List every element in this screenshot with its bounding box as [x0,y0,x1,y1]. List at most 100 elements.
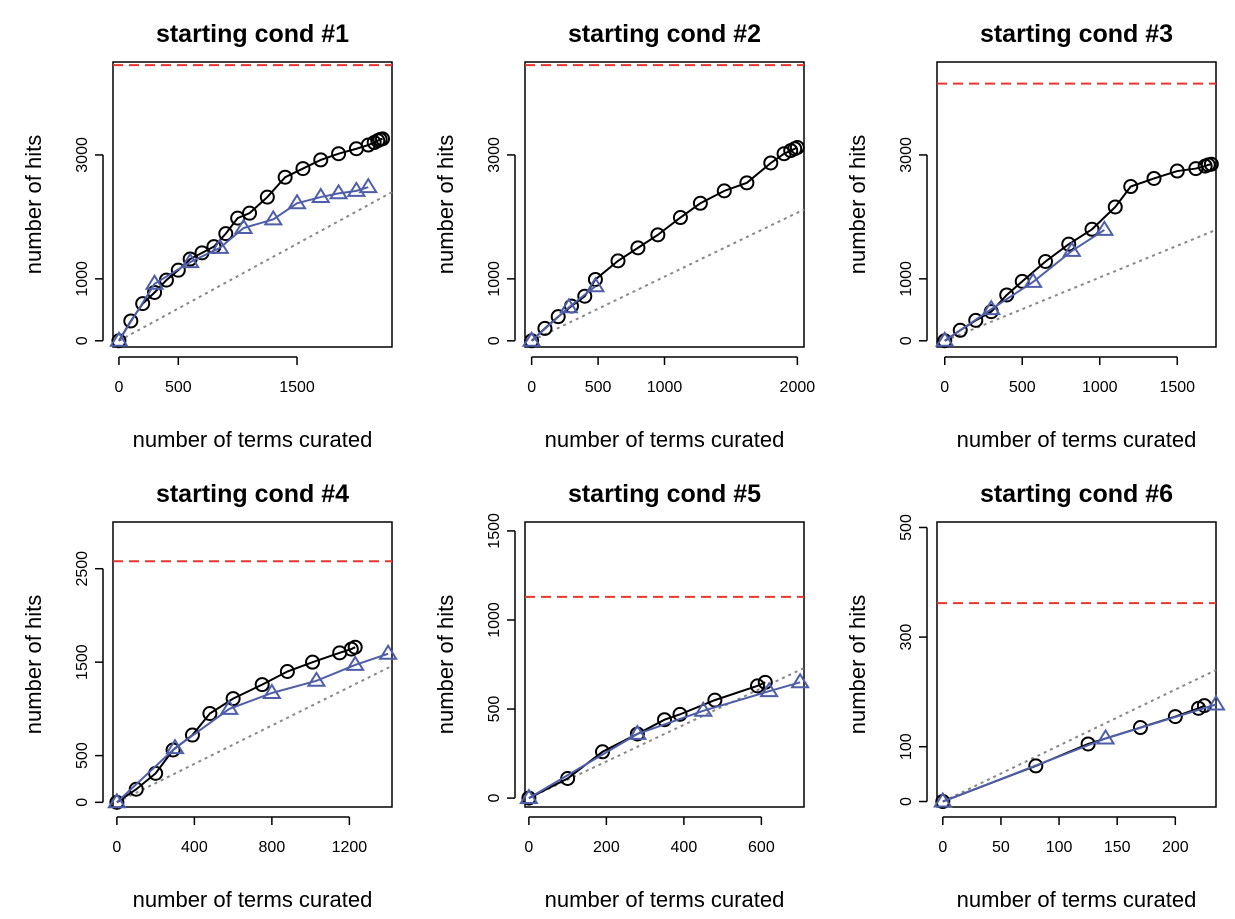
circle-marker-icon [763,155,779,171]
y-axis: 0 1000 3000 number of hits [433,135,516,345]
circle-marker-icon [550,309,566,325]
plot-frame [524,521,805,808]
circle-marker-icon [313,152,329,168]
series-triangle [521,276,606,347]
series-triangle [934,219,1115,347]
y-tick-label: 0 [486,336,503,345]
circle-marker-icon [537,320,553,336]
triangle-marker-icon [219,698,240,715]
baseline-line [118,191,393,342]
x-axis: 0 50 100 150 200 number of terms curated [938,816,1196,912]
triangle-marker-icon [233,218,254,235]
y-tick-label: 1000 [74,261,91,297]
circle-marker-icon [672,210,688,226]
triangle-marker-icon [180,252,200,269]
x-axis-label: number of terms curated [957,427,1197,452]
y-axis-label: number of hits [845,135,870,274]
triangle-marker-icon [693,700,714,717]
x-tick-label: 0 [112,839,121,856]
chart-title: starting cond #3 [980,20,1173,48]
x-axis: 0 500 1500 number of terms curated [114,356,372,452]
y-axis-label: number of hits [433,135,458,274]
circle-marker-icon [789,140,805,155]
circle-marker-icon [657,712,672,728]
series-line [116,652,389,804]
y-tick-label: 0 [74,798,91,807]
y-tick-label: 1000 [486,602,503,638]
chart-panel-6: starting cond #6 0 50 100 150 200 number of te… [845,480,1226,912]
circle-marker-icon [672,706,688,722]
triangle-marker-icon [306,670,327,687]
triangle-marker-icon [790,672,810,689]
triangle-marker-icon [358,177,379,194]
x-axis: 0 500 1000 1500 number of terms curated [940,356,1197,452]
triangle-marker-icon [1023,272,1043,288]
circle-marker-icon [295,161,311,177]
chart-title: starting cond #4 [156,480,349,508]
x-tick-label: 500 [165,379,192,396]
circle-marker-icon [135,296,151,312]
circle-marker-icon [650,227,666,243]
circle-marker-icon [347,639,363,655]
circle-marker-icon [716,183,732,199]
y-axis-label: number of hits [433,595,458,734]
circle-marker-icon [225,691,241,707]
x-axis-label: number of terms curated [545,887,785,912]
x-tick-label: 1000 [647,379,683,396]
circle-marker-icon [750,678,765,694]
x-tick-label: 200 [593,839,620,856]
circle-marker-icon [254,677,270,693]
circle-marker-icon [692,195,708,211]
series-line [942,703,1217,803]
series-triangle [519,672,810,805]
series-triangle [107,643,398,809]
plot-frame [936,61,1217,348]
y-axis: 0 500 1000 1500 number of hits [433,513,516,803]
triangle-marker-icon [346,180,367,197]
y-tick-label: 1000 [486,261,503,297]
y-axis: 0 100 300 500 number of hits [845,514,928,806]
triangle-marker-icon [107,792,127,809]
chart-panel-1: starting cond #1 0 500 1500 number of terms … [21,20,393,452]
triangle-marker-icon [559,297,579,314]
x-tick-label: 0 [940,379,949,396]
x-tick-label: 800 [259,839,286,856]
triangle-marker-icon [519,788,539,805]
circle-marker-icon [1107,199,1123,215]
circle-marker-icon [968,312,984,328]
plot-frame [524,61,805,348]
y-tick-label: 1500 [74,644,91,680]
circle-marker-icon [1167,709,1183,725]
y-tick-label: 2500 [74,551,91,587]
series-line [528,681,766,799]
x-tick-label: 500 [585,379,612,396]
triangle-marker-icon [287,193,307,210]
x-tick-label: 400 [181,839,208,856]
y-tick-label: 3000 [74,137,91,173]
circle-marker-icon [1028,758,1044,774]
triangle-marker-icon [165,738,185,755]
plot-frame [936,521,1217,808]
circle-marker-icon [739,175,755,191]
triangle-marker-icon [1062,241,1082,257]
series-circle [524,140,805,349]
y-axis: 0 1000 3000 number of hits [845,135,928,345]
series-line [118,186,369,342]
circle-marker-icon [1123,179,1139,195]
chart-panel-3: starting cond #3 0 500 1000 1500 number of te… [845,20,1219,452]
triangle-marker-icon [981,299,1002,316]
circle-marker-icon [259,189,275,205]
y-tick-label: 0 [898,336,915,345]
x-axis: 0 500 1000 2000 number of terms curated [527,356,815,452]
triangle-marker-icon [1095,728,1116,745]
circle-marker-icon [587,271,603,287]
circle-marker-icon [630,240,646,256]
triangle-marker-icon [521,330,542,347]
x-tick-label: 50 [992,839,1010,856]
x-tick-label: 150 [1104,839,1131,856]
circle-marker-icon [218,226,234,242]
circle-marker-icon [277,169,293,185]
circle-marker-icon [1084,221,1100,237]
y-tick-label: 1000 [898,261,915,297]
